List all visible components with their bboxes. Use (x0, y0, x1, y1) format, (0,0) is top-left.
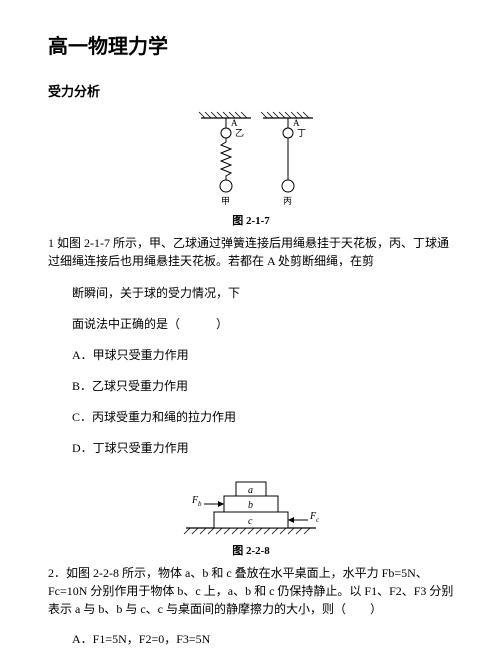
q2-option-A: A．F1=5N，F2=0，F3=5N (72, 630, 454, 647)
label-A-right: A (293, 118, 300, 128)
label-ding: 丁 (297, 128, 306, 138)
figure-1: A 乙 甲 A 丁 丙 图 2-1-7 (48, 110, 454, 228)
label-c: c (248, 516, 253, 527)
q2-stem: 2．如图 2-2-8 所示，物体 a、b 和 c 叠放在水平桌面上，水平力 Fb… (48, 564, 454, 618)
figure-1-label: 图 2-1-7 (48, 212, 454, 228)
label-Fb-sub: b (198, 500, 202, 508)
section-heading: 受力分析 (48, 81, 454, 100)
q1-stem-line1: 1 如图 2-1-7 所示，甲、乙球通过弹簧连接后用绳悬挂于天花板，丙、丁球通过… (48, 234, 454, 270)
q1-option-C: C．丙球受重力和绳的拉力作用 (72, 408, 454, 425)
label-b: b (248, 500, 253, 511)
figure-2-svg: c b a F b F c (166, 470, 336, 540)
label-jia: 甲 (221, 196, 230, 206)
figure-1-svg: A 乙 甲 A 丁 丙 (181, 110, 321, 210)
q1-option-A: A．甲球只受重力作用 (72, 346, 454, 363)
q1-stem-line3: 面说法中正确的是（ ） (72, 315, 454, 332)
q1-option-B: B．乙球只受重力作用 (72, 377, 454, 394)
figure-2-label: 图 2-2-8 (48, 542, 454, 558)
label-A-left: A (231, 118, 238, 128)
label-yi: 乙 (235, 128, 244, 138)
figure-2: c b a F b F c 图 2-2-8 (48, 470, 454, 558)
page-title: 高一物理力学 (48, 30, 454, 59)
q1-stem-line2: 断瞬间，关于球的受力情况，下 (72, 284, 454, 301)
label-a: a (248, 485, 253, 496)
label-bing: 丙 (283, 196, 292, 206)
label-Fc-sub: c (316, 516, 320, 524)
q1-option-D: D．丁球只受重力作用 (72, 439, 454, 456)
